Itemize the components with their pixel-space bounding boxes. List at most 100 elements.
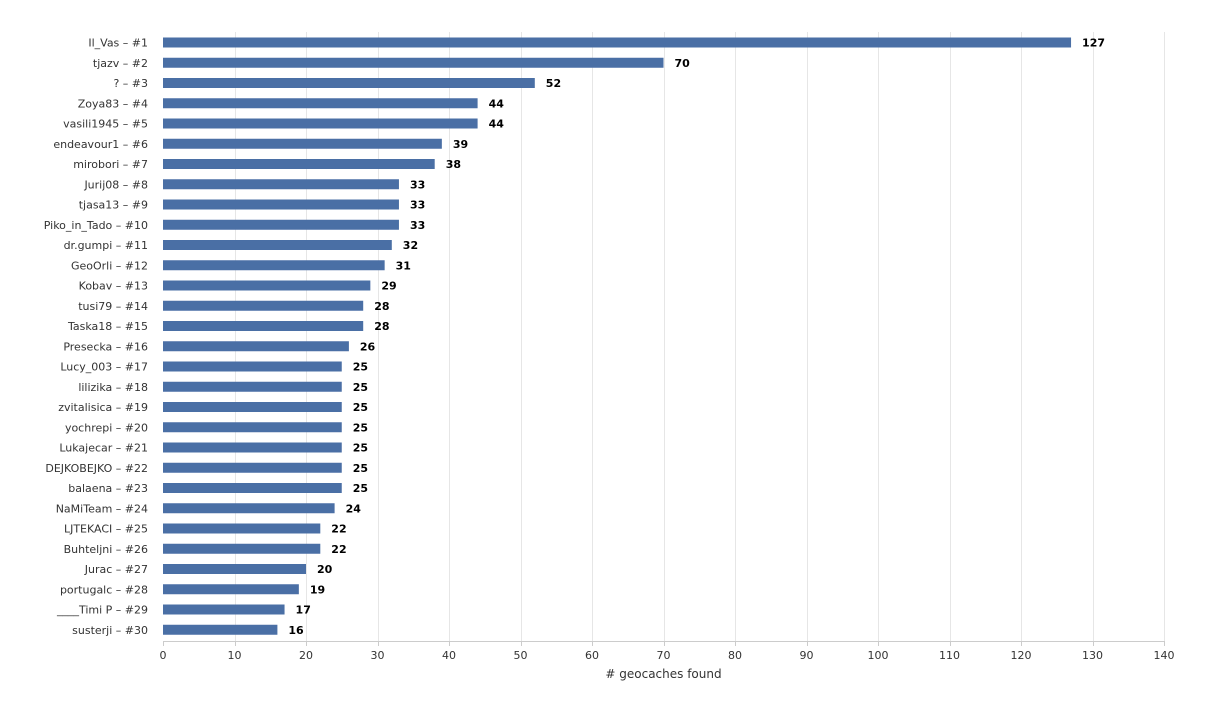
bar-19 — [163, 402, 342, 412]
value-label-26: 22 — [331, 543, 346, 556]
bar-25 — [163, 523, 321, 534]
category-label-3: ? – #3 — [113, 77, 148, 90]
bar-5 — [163, 118, 478, 129]
x-tick-label-50: 50 — [514, 649, 528, 662]
category-label-15: Taska18 – #15 — [67, 320, 148, 333]
category-label-20: yochrepi – #20 — [65, 421, 148, 434]
x-tick-label-0: 0 — [160, 649, 167, 662]
category-label-18: lilizika – #18 — [78, 381, 148, 394]
category-label-1: Il_Vas – #1 — [88, 37, 148, 50]
value-label-4: 44 — [489, 97, 505, 110]
value-label-22: 25 — [353, 462, 368, 475]
value-label-11: 32 — [403, 239, 418, 252]
category-label-11: dr.gumpi – #11 — [64, 239, 148, 252]
x-tick-label-100: 100 — [868, 649, 889, 662]
bar-10 — [163, 219, 399, 230]
bar-9 — [163, 199, 399, 210]
value-label-12: 31 — [396, 259, 411, 272]
value-label-9: 33 — [410, 199, 425, 212]
value-label-2: 70 — [675, 57, 691, 70]
category-label-23: balaena – #23 — [68, 482, 148, 495]
x-axis-title: # geocaches found — [605, 667, 721, 681]
value-label-29: 17 — [296, 604, 311, 617]
category-label-17: Lucy_003 – #17 — [60, 361, 148, 374]
bar-6 — [163, 138, 442, 149]
bar-15 — [163, 321, 364, 331]
bar-26 — [163, 543, 321, 554]
category-label-12: GeoOrli – #12 — [71, 259, 148, 272]
value-label-6: 39 — [453, 138, 468, 151]
category-label-16: Presecka – #16 — [63, 340, 148, 353]
category-labels: Il_Vas – #1 tjazv – #2 ? – #3 Zoya83 – #4 va… — [44, 37, 148, 637]
x-tick-label-10: 10 — [228, 649, 242, 662]
bar-28 — [163, 584, 299, 595]
value-label-17: 25 — [353, 361, 368, 374]
category-label-24: NaMiTeam – #24 — [56, 502, 148, 515]
category-label-13: Kobav – #13 — [79, 280, 148, 293]
category-label-5: vasili1945 – #5 — [63, 118, 148, 131]
x-tick-labels: 0 10 20 30 40 50 60 70 80 90 100 110 120 130 140 — [160, 641, 1175, 662]
value-label-24: 24 — [346, 502, 362, 515]
x-tick-label-120: 120 — [1011, 649, 1032, 662]
category-label-7: mirobori – #7 — [73, 158, 148, 171]
value-label-18: 25 — [353, 381, 368, 394]
x-tick-label-70: 70 — [657, 649, 671, 662]
value-label-16: 26 — [360, 340, 376, 353]
category-label-22: DEJKOBEJKO – #22 — [45, 462, 148, 475]
category-label-28: portugalc – #28 — [60, 583, 148, 596]
category-label-29: ____Timi P – #29 — [56, 604, 148, 617]
bar-18 — [163, 381, 342, 392]
bar-21 — [163, 442, 342, 453]
bar-30 — [163, 624, 278, 635]
bar-22 — [163, 462, 342, 473]
bar-16 — [163, 341, 349, 352]
bar-29 — [163, 604, 285, 615]
bar-8 — [163, 179, 399, 190]
x-tick-label-110: 110 — [939, 649, 960, 662]
category-label-8: Jurij08 – #8 — [83, 178, 148, 191]
bar-13 — [163, 280, 371, 291]
value-label-14: 28 — [374, 300, 389, 313]
value-label-27: 20 — [317, 563, 333, 576]
bar-24 — [163, 503, 335, 514]
category-label-27: Jurac – #27 — [84, 563, 148, 576]
category-label-26: Buhteljni – #26 — [64, 543, 148, 556]
bar-20 — [163, 422, 342, 433]
bar-7 — [163, 159, 435, 169]
category-label-9: tjasa13 – #9 — [79, 199, 148, 212]
category-label-14: tusi79 – #14 — [78, 300, 148, 313]
x-tick-label-80: 80 — [728, 649, 742, 662]
value-label-30: 16 — [288, 624, 304, 637]
bar-2 — [163, 57, 664, 68]
bar-17 — [163, 361, 342, 372]
value-label-20: 25 — [353, 421, 368, 434]
bar-14 — [163, 300, 364, 311]
gridlines — [235, 32, 1165, 641]
value-label-28: 19 — [310, 583, 325, 596]
value-label-10: 33 — [410, 219, 425, 232]
x-tick-label-60: 60 — [585, 649, 599, 662]
x-tick-label-20: 20 — [299, 649, 313, 662]
category-label-30: susterji – #30 — [72, 624, 148, 637]
value-label-23: 25 — [353, 482, 368, 495]
value-label-8: 33 — [410, 178, 425, 191]
x-tick-label-30: 30 — [371, 649, 385, 662]
bar-1 — [163, 37, 1072, 48]
value-label-19: 25 — [353, 401, 368, 414]
bar-23 — [163, 483, 342, 493]
x-tick-label-90: 90 — [800, 649, 814, 662]
category-label-6: endeavour1 – #6 — [53, 138, 148, 151]
value-label-5: 44 — [489, 118, 505, 131]
bar-27 — [163, 564, 306, 574]
x-tick-label-130: 130 — [1082, 649, 1103, 662]
value-label-21: 25 — [353, 442, 368, 455]
category-label-21: Lukajecar – #21 — [59, 442, 148, 455]
category-label-10: Piko_in_Tado – #10 — [44, 219, 148, 232]
x-tick-label-40: 40 — [442, 649, 456, 662]
value-label-15: 28 — [374, 320, 389, 333]
x-tick-label-140: 140 — [1154, 649, 1175, 662]
value-label-7: 38 — [446, 158, 461, 171]
value-label-13: 29 — [381, 280, 396, 293]
